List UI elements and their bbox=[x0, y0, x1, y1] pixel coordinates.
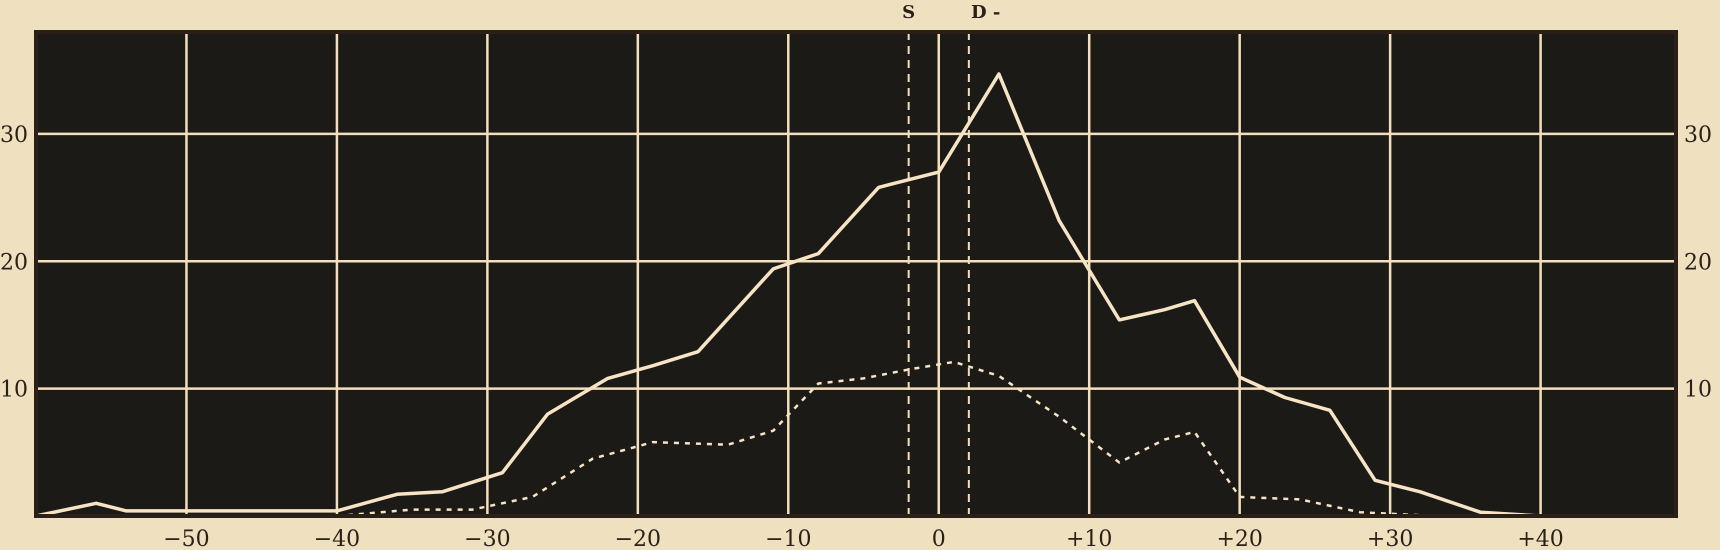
marker-label: D bbox=[971, 2, 987, 23]
x-tick-label: +10 bbox=[1066, 527, 1112, 550]
y-tick-label-right: 10 bbox=[1684, 378, 1712, 403]
plot-background bbox=[36, 32, 1676, 516]
y-tick-label-right: 20 bbox=[1684, 250, 1712, 275]
y-tick-label-left: 10 bbox=[0, 378, 28, 403]
series-line-dashed bbox=[336, 360, 1436, 518]
x-tick-label: 0 bbox=[932, 527, 946, 550]
y-tick-label-left: 30 bbox=[0, 123, 28, 148]
x-tick-label: −30 bbox=[464, 527, 510, 550]
x-tick-label: +20 bbox=[1216, 527, 1262, 550]
x-tick-label: −10 bbox=[765, 527, 811, 550]
y-tick-label-left: 20 bbox=[0, 250, 28, 275]
marker-suffix: - bbox=[993, 2, 1000, 23]
grid bbox=[36, 32, 1676, 516]
x-tick-label: −40 bbox=[314, 527, 360, 550]
x-tick-label: +40 bbox=[1517, 527, 1563, 550]
x-tick-label: −50 bbox=[163, 527, 209, 550]
marker-label: S bbox=[902, 2, 915, 23]
series-group bbox=[35, 72, 1541, 518]
x-tick-label: +30 bbox=[1367, 527, 1413, 550]
y-tick-label-right: 30 bbox=[1684, 123, 1712, 148]
plot-border bbox=[34, 30, 1678, 518]
series-line-solid bbox=[35, 72, 1541, 518]
x-tick-label: −20 bbox=[615, 527, 661, 550]
